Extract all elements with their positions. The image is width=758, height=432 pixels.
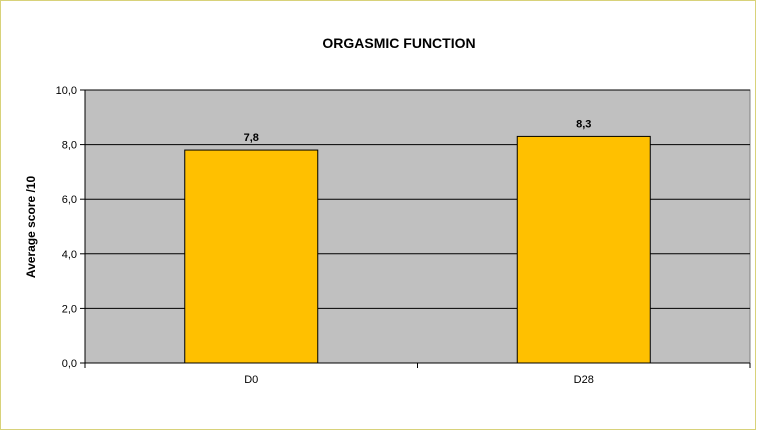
y-tick-label: 4,0 [62, 249, 77, 261]
bars [184, 135, 651, 364]
y-tick-label: 2,0 [62, 303, 77, 315]
x-tick-label: D28 [574, 374, 594, 386]
x-axis: D0 D28 [84, 362, 751, 386]
data-labels: 7,8 8,3 [244, 118, 592, 144]
y-axis-label: Average score /10 [24, 176, 38, 279]
bar [516, 135, 651, 364]
data-label: 7,8 [244, 132, 259, 144]
y-tick-label: 8,0 [62, 140, 77, 152]
data-label: 8,3 [576, 118, 591, 130]
x-tick-label: D0 [244, 374, 258, 386]
y-tick-label: 6,0 [62, 194, 77, 206]
chart-title: ORGASMIC FUNCTION [322, 35, 475, 51]
y-tick-label: 10,0 [56, 85, 77, 97]
y-axis: 0,0 2,0 4,0 6,0 8,0 10,0 [56, 85, 86, 370]
y-tick-label: 0,0 [62, 358, 77, 370]
bar [184, 149, 319, 364]
